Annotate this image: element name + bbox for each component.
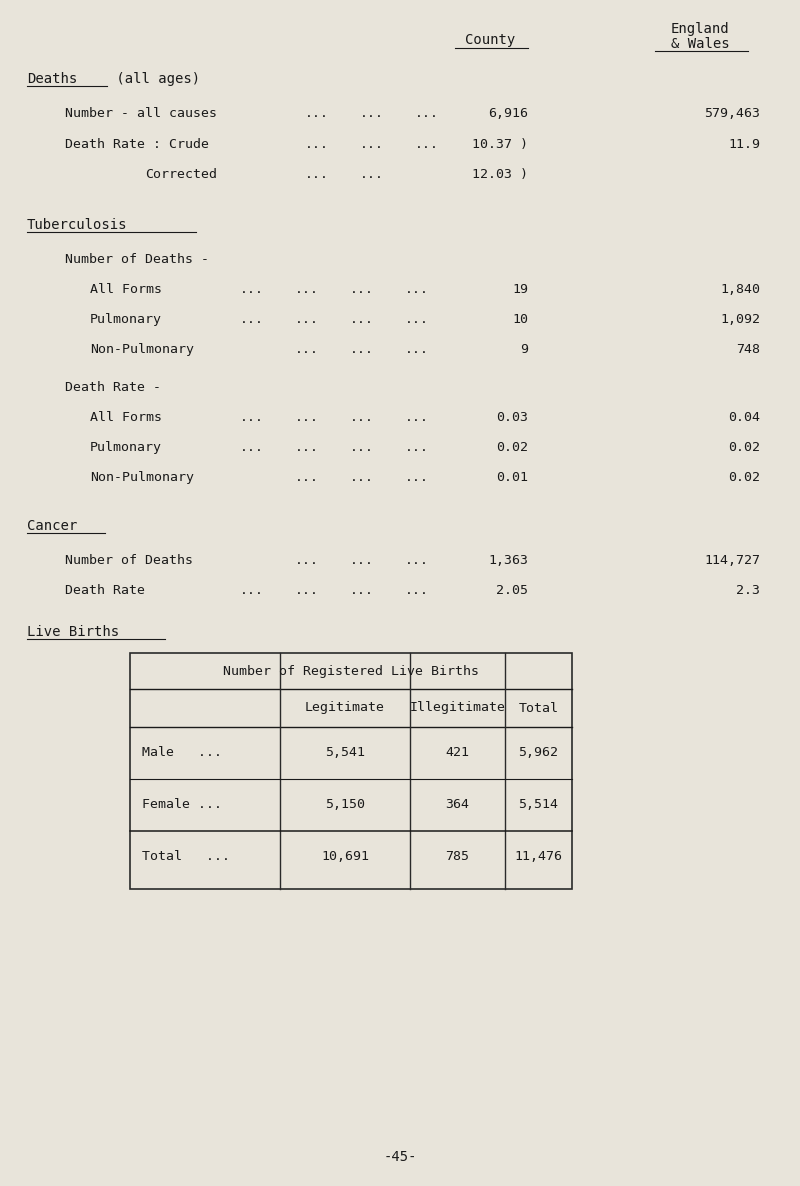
Text: 5,962: 5,962 [518, 746, 558, 759]
Text: Illegitimate: Illegitimate [410, 701, 506, 714]
Text: 5,514: 5,514 [518, 798, 558, 811]
Text: & Wales: & Wales [670, 37, 730, 51]
Text: 0.02: 0.02 [496, 441, 528, 454]
Text: ...: ... [240, 313, 264, 326]
Text: 10: 10 [512, 313, 528, 326]
Text: ...: ... [295, 584, 319, 597]
Text: Total   ...: Total ... [142, 850, 230, 863]
Text: ...: ... [350, 343, 374, 356]
Text: ...: ... [405, 471, 429, 484]
Text: ...: ... [295, 554, 319, 567]
Text: ...: ... [405, 441, 429, 454]
Text: ...: ... [295, 283, 319, 296]
Text: ...: ... [350, 412, 374, 425]
Text: 19: 19 [512, 283, 528, 296]
Text: Non-Pulmonary: Non-Pulmonary [90, 471, 194, 484]
Text: Number of Deaths: Number of Deaths [65, 554, 193, 567]
Text: -45-: -45- [383, 1150, 417, 1163]
Text: ...: ... [360, 107, 384, 120]
Text: ...: ... [305, 168, 329, 181]
Text: ...: ... [350, 283, 374, 296]
Text: Legitimate: Legitimate [305, 701, 385, 714]
Text: Live Births: Live Births [27, 625, 119, 639]
Text: 421: 421 [446, 746, 470, 759]
Text: 2.3: 2.3 [736, 584, 760, 597]
Text: (all ages): (all ages) [108, 72, 200, 87]
Text: ...: ... [415, 107, 439, 120]
Text: ...: ... [350, 471, 374, 484]
Text: 579,463: 579,463 [704, 107, 760, 120]
Text: 10.37 ): 10.37 ) [472, 138, 528, 151]
Text: Male   ...: Male ... [142, 746, 222, 759]
Text: Pulmonary: Pulmonary [90, 441, 162, 454]
Text: Death Rate : Crude: Death Rate : Crude [65, 138, 209, 151]
Text: 364: 364 [446, 798, 470, 811]
Text: ...: ... [405, 412, 429, 425]
Text: 0.03: 0.03 [496, 412, 528, 425]
Text: Death Rate -: Death Rate - [65, 381, 161, 394]
Text: 11.9: 11.9 [728, 138, 760, 151]
Text: 11,476: 11,476 [514, 850, 562, 863]
Text: ...: ... [405, 554, 429, 567]
Text: ...: ... [405, 584, 429, 597]
Text: 2.05: 2.05 [496, 584, 528, 597]
Text: ...: ... [415, 138, 439, 151]
Text: Female ...: Female ... [142, 798, 222, 811]
Text: Pulmonary: Pulmonary [90, 313, 162, 326]
Text: 10,691: 10,691 [321, 850, 369, 863]
Text: 0.02: 0.02 [728, 471, 760, 484]
Text: 748: 748 [736, 343, 760, 356]
Text: 1,363: 1,363 [488, 554, 528, 567]
Text: Number - all causes: Number - all causes [65, 107, 217, 120]
Text: ...: ... [405, 343, 429, 356]
Text: 9: 9 [520, 343, 528, 356]
Text: ...: ... [295, 343, 319, 356]
Text: 1,092: 1,092 [720, 313, 760, 326]
Text: 6,916: 6,916 [488, 107, 528, 120]
Text: 5,541: 5,541 [325, 746, 365, 759]
Text: 0.04: 0.04 [728, 412, 760, 425]
Text: ...: ... [350, 313, 374, 326]
Text: 114,727: 114,727 [704, 554, 760, 567]
Text: 12.03 ): 12.03 ) [472, 168, 528, 181]
Text: County: County [465, 33, 515, 47]
Text: Corrected: Corrected [145, 168, 217, 181]
Text: ...: ... [240, 584, 264, 597]
Text: ...: ... [305, 138, 329, 151]
Text: Death Rate: Death Rate [65, 584, 145, 597]
Text: ...: ... [350, 441, 374, 454]
Text: 785: 785 [446, 850, 470, 863]
Text: ...: ... [295, 313, 319, 326]
Text: Number of Registered Live Births: Number of Registered Live Births [223, 664, 479, 677]
Text: ...: ... [350, 554, 374, 567]
Text: ...: ... [360, 168, 384, 181]
Text: ...: ... [305, 107, 329, 120]
Text: ...: ... [295, 412, 319, 425]
Text: ...: ... [405, 313, 429, 326]
Text: 5,150: 5,150 [325, 798, 365, 811]
Text: All Forms: All Forms [90, 283, 162, 296]
Text: Non-Pulmonary: Non-Pulmonary [90, 343, 194, 356]
Bar [130, 653, 572, 890]
Text: 0.02: 0.02 [728, 441, 760, 454]
Text: ...: ... [240, 283, 264, 296]
Text: 1,840: 1,840 [720, 283, 760, 296]
Text: ...: ... [240, 412, 264, 425]
Text: ...: ... [240, 441, 264, 454]
Text: Tuberculosis: Tuberculosis [27, 218, 127, 232]
Text: Deaths: Deaths [27, 72, 78, 87]
Text: ...: ... [360, 138, 384, 151]
Text: All Forms: All Forms [90, 412, 162, 425]
Text: ...: ... [295, 471, 319, 484]
Text: 0.01: 0.01 [496, 471, 528, 484]
Text: Total: Total [518, 701, 558, 714]
Text: Cancer: Cancer [27, 519, 78, 533]
Text: ...: ... [295, 441, 319, 454]
Text: ...: ... [405, 283, 429, 296]
Text: Number of Deaths -: Number of Deaths - [65, 253, 209, 266]
Text: England: England [670, 23, 730, 36]
Text: ...: ... [350, 584, 374, 597]
